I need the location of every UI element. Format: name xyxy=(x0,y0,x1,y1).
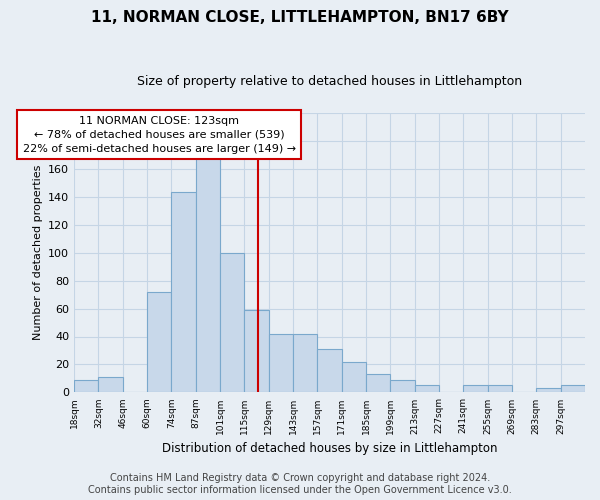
Bar xyxy=(560,386,585,392)
Bar xyxy=(220,252,244,392)
Title: Size of property relative to detached houses in Littlehampton: Size of property relative to detached ho… xyxy=(137,75,522,88)
Bar xyxy=(536,388,560,392)
Bar xyxy=(172,192,196,392)
Bar xyxy=(74,380,98,392)
Text: 11 NORMAN CLOSE: 123sqm
← 78% of detached houses are smaller (539)
22% of semi-d: 11 NORMAN CLOSE: 123sqm ← 78% of detache… xyxy=(23,116,296,154)
Bar xyxy=(98,377,123,392)
Bar xyxy=(415,386,439,392)
Bar xyxy=(196,158,220,392)
Bar xyxy=(391,380,415,392)
Y-axis label: Number of detached properties: Number of detached properties xyxy=(32,165,43,340)
Bar xyxy=(269,334,293,392)
Text: 11, NORMAN CLOSE, LITTLEHAMPTON, BN17 6BY: 11, NORMAN CLOSE, LITTLEHAMPTON, BN17 6B… xyxy=(91,10,509,25)
Text: Contains HM Land Registry data © Crown copyright and database right 2024.
Contai: Contains HM Land Registry data © Crown c… xyxy=(88,474,512,495)
Bar xyxy=(293,334,317,392)
Bar xyxy=(341,362,366,392)
Bar xyxy=(463,386,488,392)
Bar xyxy=(366,374,391,392)
Bar xyxy=(244,310,269,392)
Bar xyxy=(488,386,512,392)
Bar xyxy=(147,292,172,392)
Bar xyxy=(317,349,341,393)
X-axis label: Distribution of detached houses by size in Littlehampton: Distribution of detached houses by size … xyxy=(162,442,497,455)
